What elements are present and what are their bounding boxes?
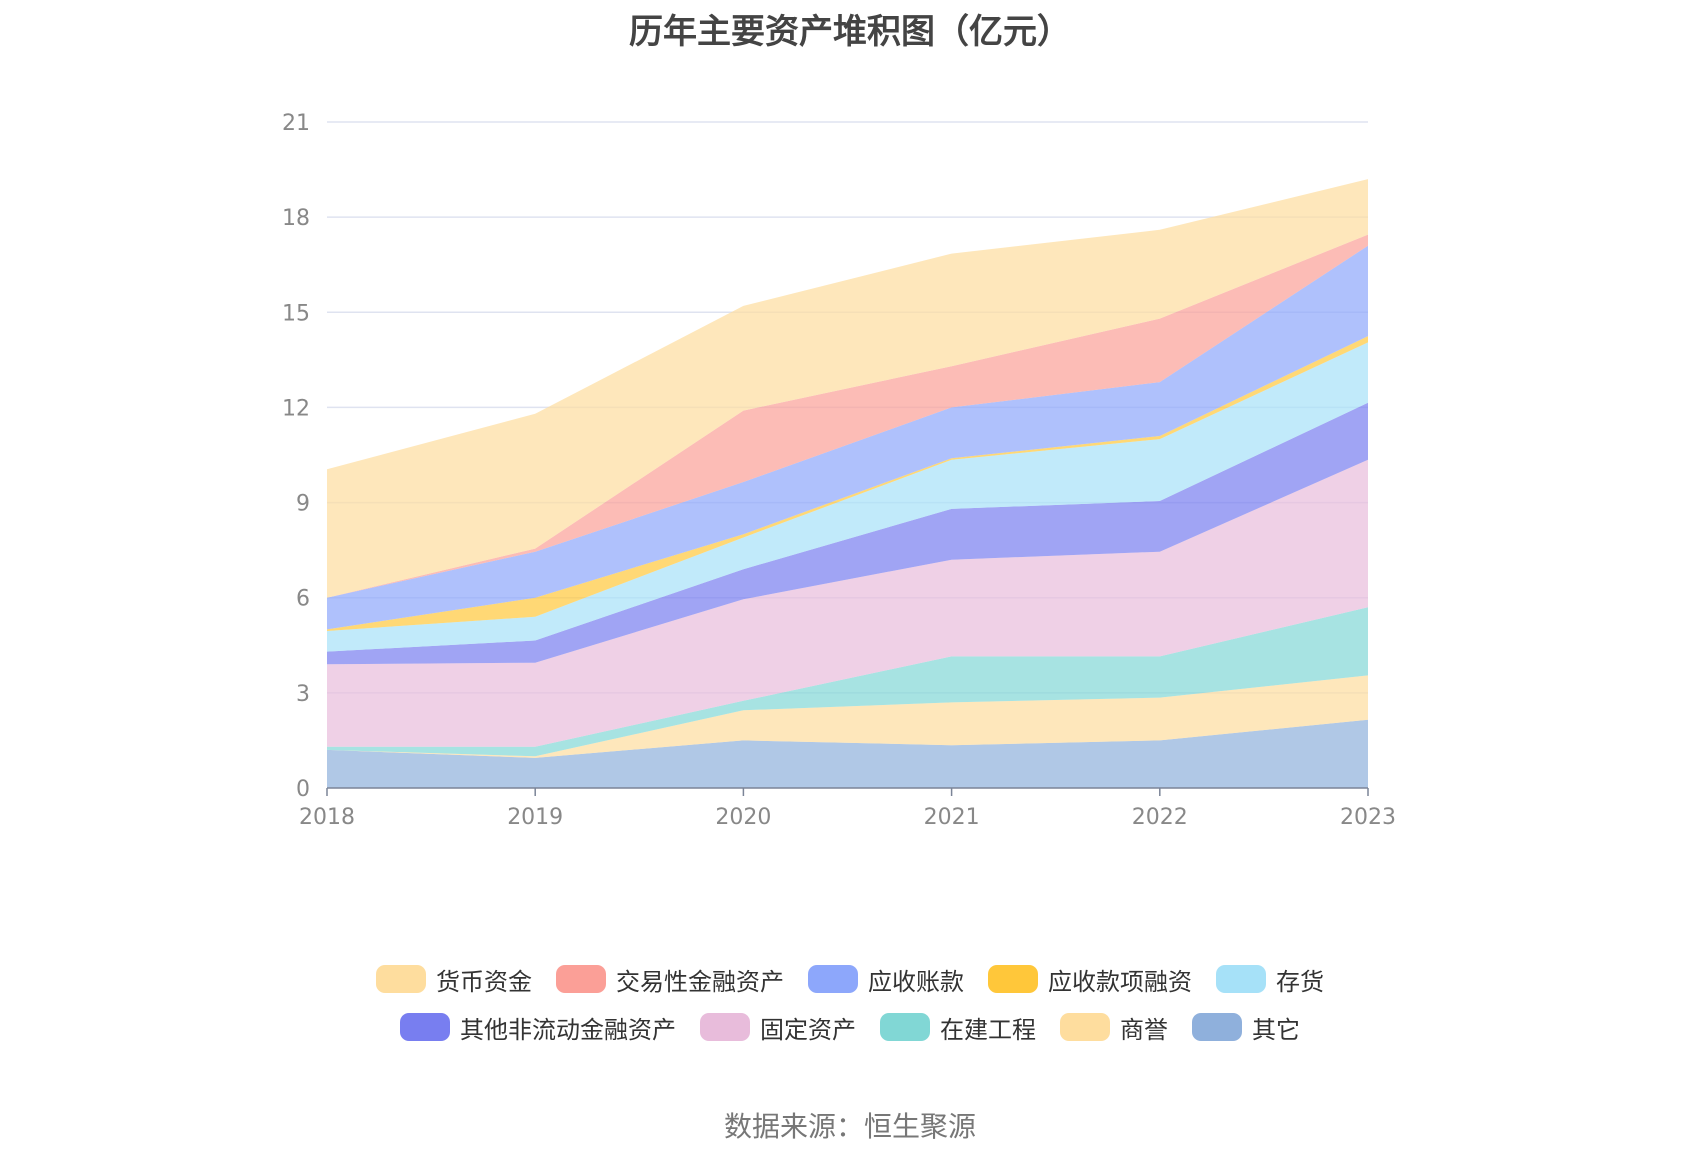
legend-item[interactable]: 商誉 — [1060, 1010, 1168, 1045]
x-tick-label: 2022 — [1132, 805, 1188, 830]
area-series-7 — [327, 245, 1368, 630]
legend-swatch — [376, 965, 426, 993]
legend-swatch — [988, 965, 1038, 993]
legend-label: 其它 — [1252, 1015, 1300, 1044]
legend-item[interactable]: 货币资金 — [376, 962, 532, 997]
y-tick-label: 18 — [282, 206, 310, 231]
y-tick-label: 15 — [282, 301, 310, 326]
x-tick-label: 2021 — [924, 805, 980, 830]
area-series-1 — [327, 675, 1368, 758]
legend-label: 交易性金融资产 — [616, 967, 784, 996]
legend-item[interactable]: 固定资产 — [700, 1010, 856, 1045]
y-tick-label: 0 — [296, 777, 310, 802]
legend-swatch — [1192, 1013, 1242, 1041]
legend-swatch — [808, 965, 858, 993]
legend-label: 商誉 — [1120, 1015, 1168, 1044]
legend-swatch — [556, 965, 606, 993]
y-tick-label: 12 — [282, 396, 310, 421]
y-tick-label: 3 — [296, 682, 310, 707]
data-source: 数据来源：恒生聚源 — [723, 1110, 976, 1143]
legend-swatch — [880, 1013, 930, 1041]
legend-row: 其他非流动金融资产 固定资产 在建工程 商誉 其它 — [0, 1003, 1700, 1051]
legend-swatch — [1060, 1013, 1110, 1041]
legend-row: 货币资金 交易性金融资产 应收账款 应收款项融资 存货 — [0, 955, 1700, 1003]
area-series-2 — [327, 607, 1368, 757]
area-series-4 — [327, 402, 1368, 665]
area-series-0 — [327, 719, 1368, 788]
legend-swatch — [700, 1013, 750, 1041]
legend-item[interactable]: 应收账款 — [808, 962, 964, 997]
legend-label: 应收账款 — [868, 967, 964, 996]
x-tick-label: 2019 — [507, 805, 563, 830]
legend-item[interactable]: 其他非流动金融资产 — [400, 1010, 676, 1045]
stacked-areas — [327, 179, 1368, 788]
x-tick-label: 2020 — [715, 805, 771, 830]
legend-swatch — [400, 1013, 450, 1041]
area-series-8 — [327, 234, 1368, 598]
legend-item[interactable]: 其它 — [1192, 1010, 1300, 1045]
legend-label: 固定资产 — [760, 1015, 856, 1044]
legend-item[interactable]: 交易性金融资产 — [556, 962, 784, 997]
legend-label: 货币资金 — [436, 967, 532, 996]
y-tick-label: 6 — [296, 587, 310, 612]
legend-label: 存货 — [1276, 967, 1324, 996]
area-series-5 — [327, 342, 1368, 652]
legend: 货币资金 交易性金融资产 应收账款 应收款项融资 存货其他非流动金融资产 固定资产 在建工程… — [0, 955, 1700, 1051]
area-series-9 — [327, 179, 1368, 598]
area-series-3 — [327, 459, 1368, 747]
legend-swatch — [1216, 965, 1266, 993]
y-tick-label: 21 — [282, 111, 310, 136]
y-tick-label: 9 — [296, 492, 310, 517]
x-tick-label: 2018 — [299, 805, 355, 830]
legend-label: 其他非流动金融资产 — [460, 1015, 676, 1044]
legend-label: 在建工程 — [940, 1015, 1036, 1044]
x-tick-label: 2023 — [1340, 805, 1396, 830]
legend-item[interactable]: 在建工程 — [880, 1010, 1036, 1045]
legend-item[interactable]: 存货 — [1216, 962, 1324, 997]
legend-label: 应收款项融资 — [1048, 967, 1192, 996]
axes: 0 3 6 9 12 15 18 21 2018 2019 2020 2021 2022 2023 — [282, 111, 1396, 830]
chart-title: 历年主要资产堆积图（亿元） — [629, 12, 1071, 52]
legend-item[interactable]: 应收款项融资 — [988, 962, 1192, 997]
